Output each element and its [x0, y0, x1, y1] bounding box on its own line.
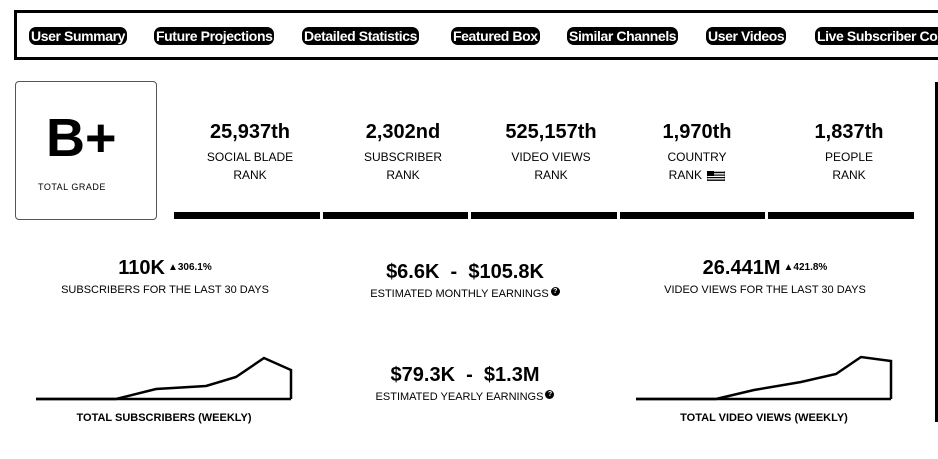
views-30d-caption: VIDEO VIEWS FOR THE LAST 30 DAYS — [664, 284, 866, 296]
monthly-earnings-value: $6.6K - $105.8K — [386, 261, 544, 283]
rank-video-views: 525,157th VIDEO VIEWS RANK — [477, 120, 625, 184]
tab-featured-box[interactable]: Featured Box — [451, 27, 540, 45]
tab-user-videos[interactable]: User Videos — [706, 27, 787, 45]
profile-tabs-bar: User Summary Future Projections Detailed… — [14, 10, 938, 60]
rank-value: 2,302nd — [365, 121, 441, 143]
rank-people: 1,837th PEOPLE RANK — [775, 120, 923, 184]
rank-label: RANK — [832, 168, 866, 182]
rank-divider-bar — [174, 212, 914, 219]
tab-similar-channels[interactable]: Similar Channels — [567, 27, 679, 45]
yearly-earnings-caption: ESTIMATED YEARLY EARNINGS — [375, 391, 544, 403]
views-30d-value: 26.441M — [702, 257, 781, 279]
views-weekly-sparkline — [636, 355, 893, 401]
rank-label: SUBSCRIBER — [363, 150, 443, 164]
rank-country: 1,970th COUNTRY RANK — [623, 120, 771, 184]
rank-label: COUNTRY — [667, 150, 727, 164]
rank-value: 1,970th — [662, 121, 732, 143]
tab-future-projections[interactable]: Future Projections — [154, 27, 275, 45]
subscribers-30d-stat: 110K ▲306.1% SUBSCRIBERS FOR THE LAST 30 … — [15, 256, 315, 297]
rank-label: RANK — [386, 168, 420, 182]
views-30d-delta: ▲421.8% — [783, 262, 828, 273]
rank-value: 25,937th — [209, 121, 291, 143]
rank-social-blade: 25,937th SOCIAL BLADE RANK — [176, 120, 324, 184]
yearly-earnings-stat: $79.3K - $1.3M ESTIMATED YEARLY EARNINGS… — [315, 363, 615, 404]
subscribers-weekly-line — [36, 356, 293, 401]
grade-caption: TOTAL GRADE — [38, 182, 106, 192]
tab-live-subscriber-count[interactable]: Live Subscriber Count — [815, 27, 938, 45]
rank-label: SOCIAL BLADE — [206, 150, 294, 164]
views-weekly-caption: TOTAL VIDEO VIEWS (WEEKLY) — [680, 412, 848, 424]
views-30d-stat: 26.441M ▲421.8% VIDEO VIEWS FOR THE LAST … — [615, 256, 915, 297]
grade-letter: B+ — [46, 108, 117, 168]
rank-value: 525,157th — [505, 121, 597, 143]
subscribers-weekly-caption: TOTAL SUBSCRIBERS (WEEKLY) — [76, 412, 252, 424]
monthly-earnings-caption: ESTIMATED MONTHLY EARNINGS — [370, 288, 549, 300]
subscribers-30d-value: 110K — [118, 257, 165, 279]
yearly-earnings-value: $79.3K - $1.3M — [390, 364, 540, 386]
rank-label: RANK — [233, 168, 267, 182]
subscribers-weekly-sparkline — [36, 356, 293, 401]
tab-detailed-statistics[interactable]: Detailed Statistics — [302, 27, 419, 45]
question-circle-icon[interactable]: ? — [545, 390, 555, 399]
monthly-earnings-stat: $6.6K - $105.8K ESTIMATED MONTHLY EARNIN… — [315, 260, 615, 301]
rank-label: PEOPLE — [824, 150, 874, 164]
us-flag-icon — [707, 170, 726, 181]
views-weekly-line — [636, 355, 893, 401]
question-circle-icon[interactable]: ? — [550, 287, 560, 296]
tab-user-summary[interactable]: User Summary — [29, 27, 128, 45]
rank-label: RANK — [534, 168, 568, 182]
rank-label: RANK — [668, 168, 702, 182]
rank-value: 1,837th — [814, 121, 884, 143]
page-edge-divider — [935, 82, 938, 422]
rank-subscriber: 2,302nd SUBSCRIBER RANK — [329, 120, 477, 184]
subscribers-30d-caption: SUBSCRIBERS FOR THE LAST 30 DAYS — [61, 284, 269, 296]
total-grade-card: B+ TOTAL GRADE — [15, 81, 157, 220]
subscribers-30d-delta: ▲306.1% — [167, 262, 212, 273]
rank-label: VIDEO VIEWS — [511, 150, 591, 164]
